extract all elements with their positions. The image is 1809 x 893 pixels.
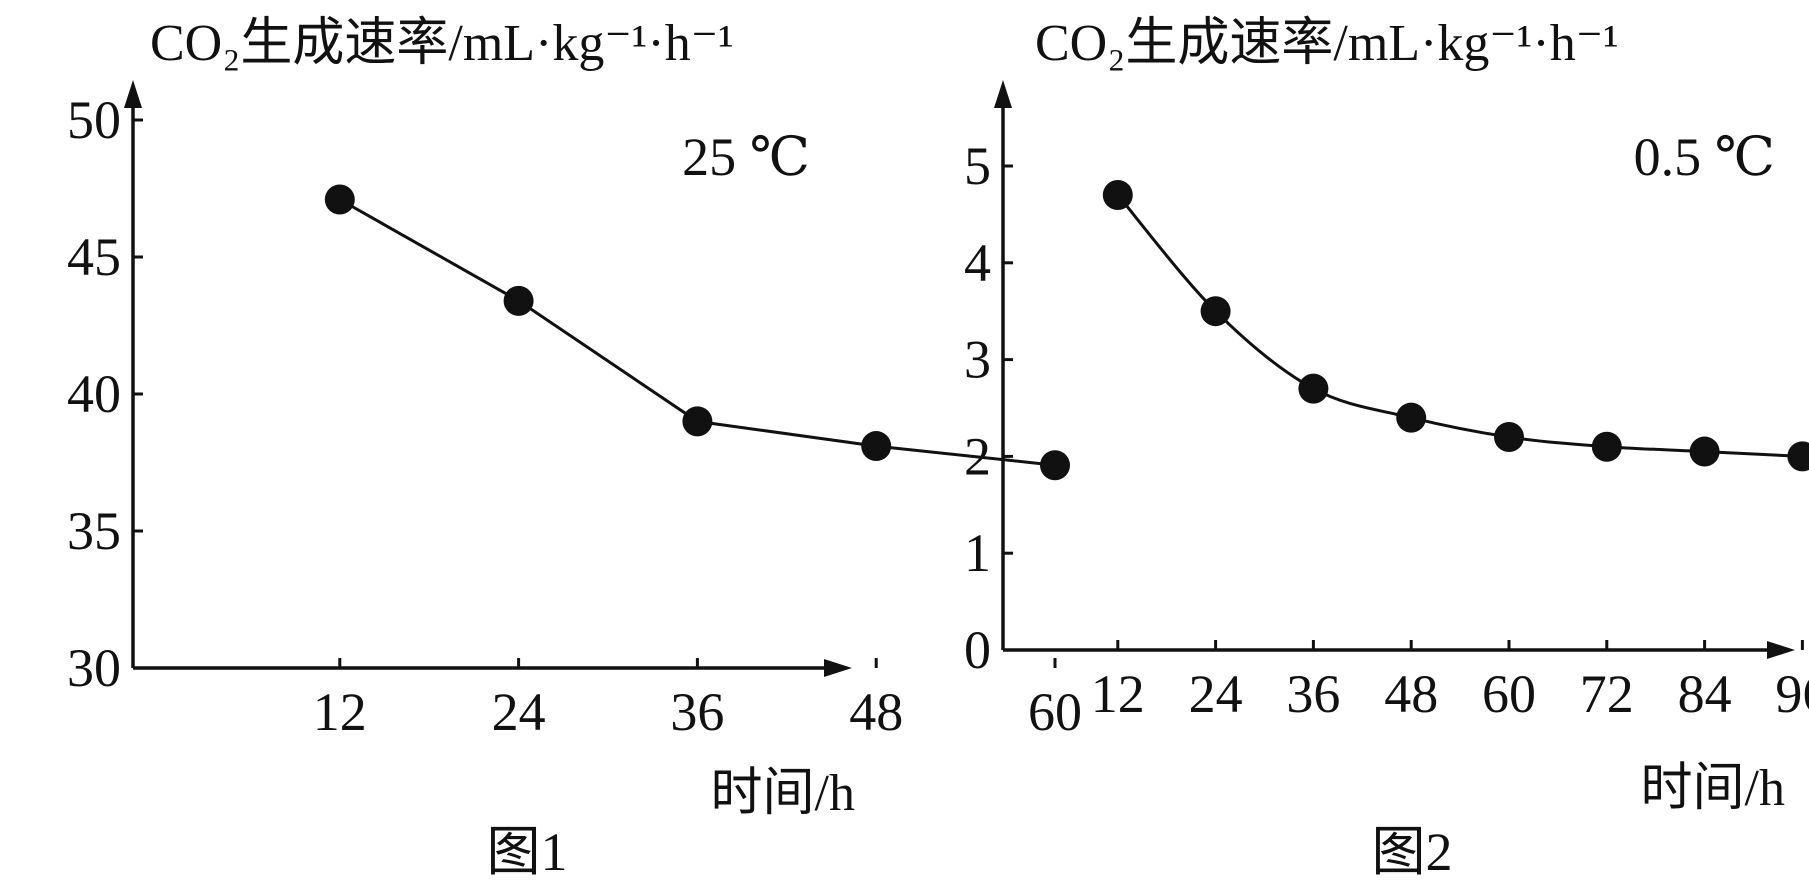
y-tick-label: 30: [67, 638, 121, 698]
chart-2-ylabel: CO₂生成速率/mL·kg⁻¹·h⁻¹: [1035, 15, 1619, 72]
chart-2-y-ticks: 0 1 2 3 4 5: [964, 136, 1013, 680]
data-point: [1396, 402, 1427, 433]
data-point: [324, 184, 355, 215]
x-tick-label: 48: [849, 682, 903, 742]
chart-1-series: [324, 184, 1070, 481]
chart-1-y-axis-arrow: [124, 80, 142, 108]
x-tick-label: 36: [670, 682, 724, 742]
data-point: [1591, 431, 1622, 462]
data-point: [1787, 441, 1809, 472]
data-point: [1494, 422, 1524, 453]
chart-2-x-axis-arrow: [1767, 641, 1795, 659]
chart-2-x-ticks: 12 24 36 48 60 72 84 96: [1091, 640, 1809, 724]
chart-2-y-axis-arrow: [994, 80, 1012, 108]
chart-1-x-ticks: 12 24 36 48 60: [313, 658, 1082, 742]
chart-2-caption: 图2: [1372, 822, 1453, 882]
y-tick-label: 45: [67, 227, 121, 287]
chart-1-xlabel: 时间/h: [711, 765, 855, 822]
y-tick-label: 0: [964, 620, 991, 680]
y-tick-label: 5: [964, 136, 991, 196]
x-tick-label: 48: [1384, 664, 1438, 724]
chart-1-caption: 图1: [487, 822, 568, 882]
x-tick-label: 24: [492, 682, 546, 742]
chart-1-annotation: 25 ℃: [682, 127, 810, 187]
y-tick-label: 40: [67, 364, 121, 424]
x-tick-label: 84: [1678, 664, 1732, 724]
x-tick-label: 60: [1482, 664, 1536, 724]
chart-2-annotation: 0.5 ℃: [1634, 127, 1775, 187]
data-point: [1298, 373, 1329, 404]
y-tick-label: 1: [964, 523, 991, 583]
y-tick-label: 3: [964, 330, 991, 390]
chart-1-x-axis-arrow: [824, 659, 852, 677]
chart-2-series: [1102, 180, 1809, 472]
data-point: [1040, 450, 1070, 481]
data-point: [682, 406, 713, 437]
data-point: [1200, 296, 1231, 327]
x-tick-label: 60: [1028, 682, 1082, 742]
y-tick-label: 2: [964, 426, 991, 486]
data-point: [1689, 436, 1720, 467]
chart-2-xlabel: 时间/h: [1641, 760, 1785, 817]
x-tick-label: 12: [313, 682, 367, 742]
chart-1-ylabel: CO₂生成速率/mL·kg⁻¹·h⁻¹: [150, 15, 734, 72]
x-tick-label: 12: [1091, 664, 1145, 724]
data-point: [861, 431, 892, 462]
x-tick-label: 24: [1189, 664, 1243, 724]
y-tick-label: 4: [964, 233, 991, 293]
x-tick-label: 36: [1286, 664, 1340, 724]
x-tick-label: 96: [1775, 664, 1809, 724]
series-line: [1116, 194, 1803, 458]
x-tick-label: 72: [1580, 664, 1634, 724]
y-tick-label: 50: [67, 90, 121, 150]
chart-1-y-ticks: 30 35 40 45 50: [67, 90, 143, 698]
data-point: [1102, 180, 1133, 211]
data-point: [503, 285, 534, 316]
y-tick-label: 35: [67, 501, 121, 561]
